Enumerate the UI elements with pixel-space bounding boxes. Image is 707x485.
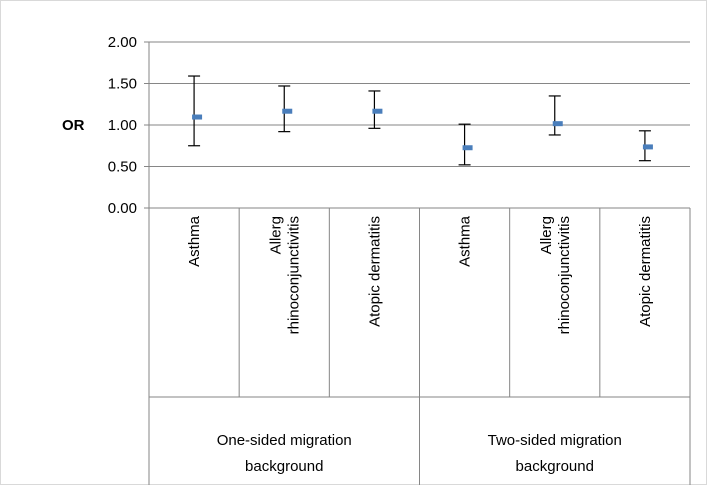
or-marker — [282, 108, 293, 114]
or-marker — [642, 144, 653, 150]
category-label: Allergrhinoconjunctivitis — [538, 216, 573, 334]
category-label: Asthma — [186, 215, 203, 267]
category-label: Atopic dermatitis — [637, 216, 654, 327]
or-marker — [462, 145, 473, 151]
y-tick-label: 0.00 — [108, 200, 137, 217]
y-tick-label: 1.50 — [108, 76, 137, 93]
or-marker — [372, 108, 383, 114]
category-label: Asthma — [457, 215, 474, 267]
or-marker — [192, 114, 203, 120]
y-tick-label: 0.50 — [108, 159, 137, 176]
y-axis-title: OR — [62, 117, 85, 134]
category-label: Allergrhinoconjunctivitis — [267, 216, 302, 334]
category-label: Atopic dermatitis — [366, 216, 383, 327]
group-label: Two-sided migration background — [488, 432, 622, 475]
y-tick-label: 1.00 — [108, 117, 137, 134]
or-marker — [552, 121, 563, 127]
y-tick-label: 2.00 — [108, 34, 137, 51]
group-label: One-sided migration background — [217, 432, 352, 475]
